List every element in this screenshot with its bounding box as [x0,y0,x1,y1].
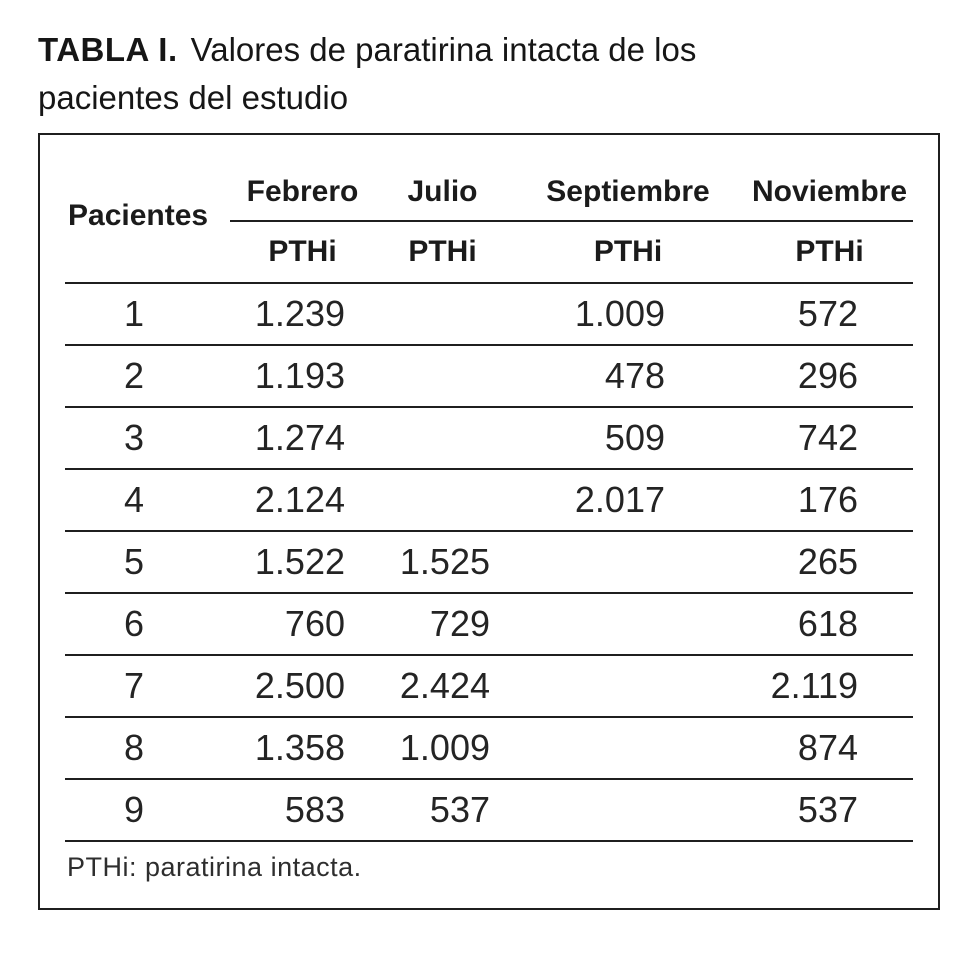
table-row: 5 1.522 1.525 265 [65,531,913,594]
value-cell: 583 [230,779,375,842]
month-header-row: Pacientes Febrero Julio Septiembre Novie… [65,135,913,284]
value-cell: 2.500 [230,655,375,718]
value-cell: 1.522 [230,531,375,594]
value-cell: 296 [746,345,913,408]
value-cell: 874 [746,717,913,780]
value-cell: 1.009 [375,717,510,780]
table-row: 2 1.193 478 296 [65,345,913,408]
patient-number-cell: 4 [65,469,230,532]
footnote: PTHi: paratirina intacta. [67,852,362,882]
value-cell: 265 [746,531,913,594]
value-cell [375,283,510,346]
patient-number-cell: 7 [65,655,230,718]
value-cell: 1.358 [230,717,375,780]
value-cell [510,717,746,780]
patient-number-cell: 2 [65,345,230,408]
pthi-subheader: PTHi [375,221,510,284]
value-cell: 729 [375,593,510,656]
patient-number-cell: 1 [65,283,230,346]
value-cell: 537 [375,779,510,842]
month-header-julio: Julio [375,135,510,222]
page-title: TABLA I. Valores de paratirina intacta de… [38,26,758,122]
value-cell: 176 [746,469,913,532]
month-header-septiembre: Septiembre [510,135,746,222]
table-box: Pacientes Febrero Julio Septiembre Novie… [38,133,940,910]
value-cell [375,407,510,470]
table-title-text: Valores de paratirina intacta de los pac… [38,31,697,116]
pthi-subheader: PTHi [230,221,375,284]
pthi-subheader: PTHi [746,221,913,284]
value-cell: 618 [746,593,913,656]
value-cell: 2.119 [746,655,913,718]
table-row: 7 2.500 2.424 2.119 [65,655,913,718]
table-row: 9 583 537 537 [65,779,913,842]
patient-number-cell: 6 [65,593,230,656]
value-cell: 478 [510,345,746,408]
patient-number-cell: 3 [65,407,230,470]
patient-number-cell: 9 [65,779,230,842]
corner-header: Pacientes [65,135,230,284]
value-cell [510,531,746,594]
subheader-row: PTHi PTHi PTHi PTHi [65,221,913,284]
value-cell: 1.525 [375,531,510,594]
month-header-noviembre: Noviembre [746,135,913,222]
value-cell: 1.274 [230,407,375,470]
table-number-label: TABLA I. [38,31,178,68]
value-cell [510,593,746,656]
table-row: 8 1.358 1.009 874 [65,717,913,780]
table-row: 3 1.274 509 742 [65,407,913,470]
value-cell: 1.239 [230,283,375,346]
value-cell: 742 [746,407,913,470]
value-cell [510,655,746,718]
value-cell: 1.009 [510,283,746,346]
patient-number-cell: 5 [65,531,230,594]
value-cell: 537 [746,779,913,842]
patient-number-cell: 8 [65,717,230,780]
value-cell: 2.017 [510,469,746,532]
data-table: Pacientes Febrero Julio Septiembre Novie… [65,135,913,920]
table-body: 1 1.239 1.009 572 2 1.193 478 296 3 1.27… [65,283,913,920]
value-cell: 2.424 [375,655,510,718]
value-cell [375,469,510,532]
value-cell: 1.193 [230,345,375,408]
table-header: Pacientes Febrero Julio Septiembre Novie… [65,135,913,284]
table-row: 1 1.239 1.009 572 [65,283,913,346]
value-cell: 572 [746,283,913,346]
value-cell: 760 [230,593,375,656]
value-cell: 509 [510,407,746,470]
table-row: 6 760 729 618 [65,593,913,656]
value-cell: 2.124 [230,469,375,532]
table-row: 4 2.124 2.017 176 [65,469,913,532]
value-cell [510,779,746,842]
pthi-subheader: PTHi [510,221,746,284]
value-cell [375,345,510,408]
month-header-febrero: Febrero [230,135,375,222]
footnote-row: PTHi: paratirina intacta. [65,841,913,920]
